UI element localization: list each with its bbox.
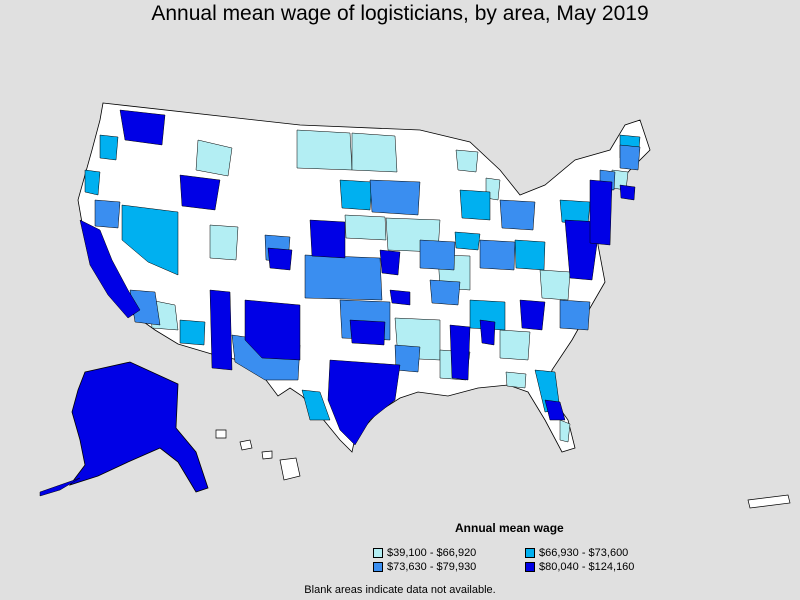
puerto-rico	[747, 494, 791, 509]
legend-title: Annual mean wage	[455, 521, 564, 535]
alaska	[68, 361, 209, 493]
legend-swatch-tier-2	[525, 548, 535, 558]
legend-item-tier-3: $73,630 - $79,930	[373, 561, 476, 573]
legend-label-tier-2: $66,930 - $73,600	[539, 547, 629, 559]
legend-label-tier-4: $80,040 - $124,160	[539, 561, 635, 573]
hawaii	[215, 429, 301, 481]
map-title: Annual mean wage of logisticians, by are…	[151, 2, 649, 25]
footnote: Blank areas indicate data not available.	[304, 584, 496, 596]
legend-label-tier-3: $73,630 - $79,930	[387, 561, 477, 573]
alaska-aleutians	[39, 477, 81, 497]
tier-4-regions	[79, 109, 636, 446]
legend-item-tier-2: $66,930 - $73,600	[525, 547, 628, 559]
legend-swatch-tier-4	[525, 562, 535, 572]
legend-swatch-tier-1	[373, 548, 383, 558]
legend-label-tier-1: $39,100 - $66,920	[387, 547, 477, 559]
legend-item-tier-1: $39,100 - $66,920	[373, 547, 476, 559]
legend-swatch-tier-3	[373, 562, 383, 572]
legend-item-tier-4: $80,040 - $124,160	[525, 561, 634, 573]
